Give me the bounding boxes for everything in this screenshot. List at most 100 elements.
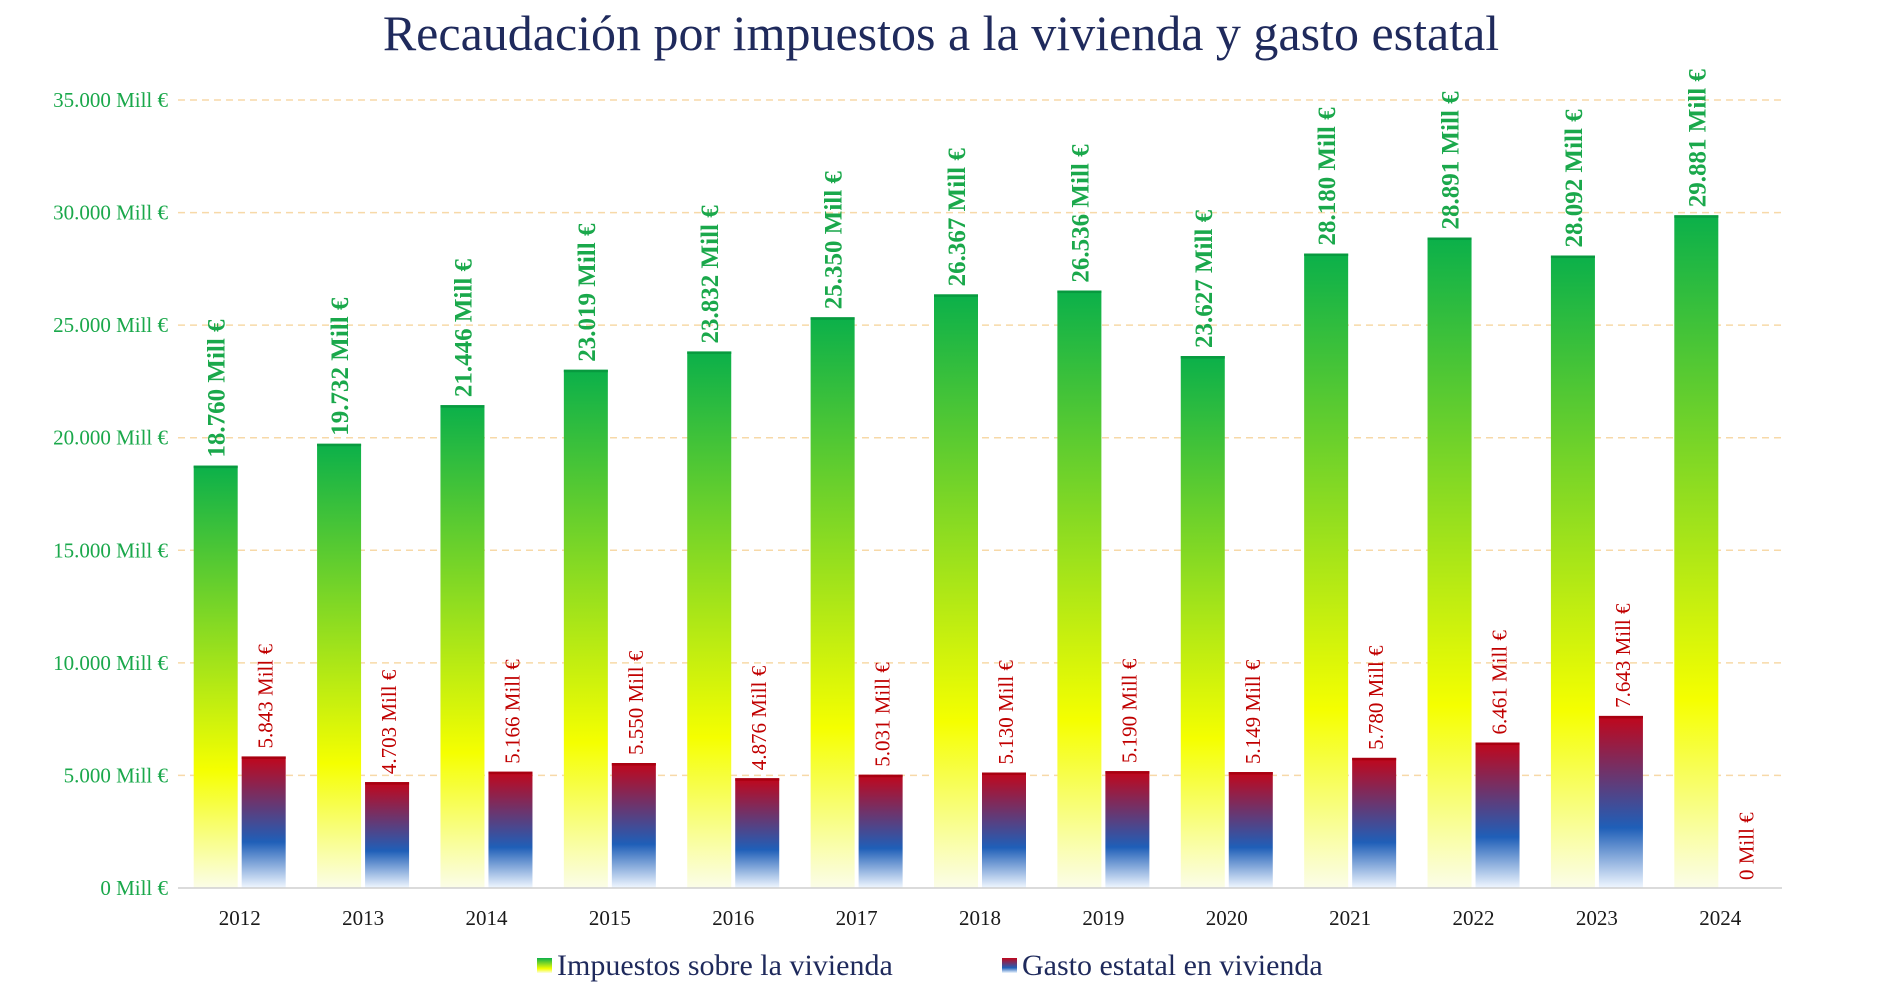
data-label-impuestos: 18.760 Mill € <box>204 319 231 458</box>
x-axis: 2012 2013 2014 2015 2016 2017 2018 2019 2020 2021… <box>219 906 1742 930</box>
y-axis: 0 Mill € 5.000 Mill € 10.000 Mill € 15.000 … <box>53 88 168 900</box>
x-tick-label: 2024 <box>1699 906 1742 930</box>
bar-top-edge <box>1427 237 1472 241</box>
bar-impuestos <box>1180 356 1225 889</box>
bar-impuestos <box>1304 253 1349 888</box>
data-label-gasto: 7.643 Mill € <box>1611 603 1635 708</box>
data-label-impuestos: 23.627 Mill € <box>1191 209 1218 348</box>
bar-impuestos <box>687 351 732 888</box>
data-label-impuestos: 28.891 Mill € <box>1438 91 1465 230</box>
data-label-impuestos: 28.180 Mill € <box>1314 107 1341 246</box>
y-tick-label: 25.000 Mill € <box>53 313 168 337</box>
x-tick-label: 2017 <box>836 906 878 930</box>
bar-gasto <box>365 782 410 888</box>
legend-label: Gasto estatal en vivienda <box>1022 949 1323 982</box>
data-label-impuestos: 26.536 Mill € <box>1067 144 1094 283</box>
bar-gasto <box>1228 772 1273 888</box>
bar-top-edge <box>563 369 608 373</box>
bar-top-edge <box>810 317 855 320</box>
bar-impuestos <box>810 317 855 889</box>
data-label-impuestos: 21.446 Mill € <box>450 258 477 397</box>
bar-top-edge <box>365 782 410 785</box>
bar-impuestos <box>440 405 485 888</box>
legend-label: Impuestos sobre la vivienda <box>557 949 893 982</box>
y-tick-label: 15.000 Mill € <box>53 538 168 562</box>
legend-swatch <box>537 958 552 973</box>
bar-top-edge <box>982 772 1026 776</box>
bar-top-edge <box>934 294 978 297</box>
y-tick-label: 5.000 Mill € <box>64 763 169 787</box>
data-label-impuestos: 29.881 Mill € <box>1684 69 1711 208</box>
bar-impuestos <box>193 465 238 888</box>
data-label-gasto: 5.031 Mill € <box>871 662 895 767</box>
bar-impuestos <box>317 443 362 888</box>
x-tick-label: 2012 <box>219 906 261 930</box>
x-tick-label: 2023 <box>1576 906 1618 930</box>
y-tick-label: 35.000 Mill € <box>53 88 168 112</box>
bar-top-edge <box>611 763 656 766</box>
bar-top-edge <box>1105 771 1150 774</box>
bar-top-edge <box>440 405 485 408</box>
bar-top-edge <box>858 774 903 778</box>
data-label-impuestos: 19.732 Mill € <box>327 297 354 436</box>
x-tick-label: 2021 <box>1329 906 1371 930</box>
data-label-gasto: 4.876 Mill € <box>747 665 771 770</box>
y-tick-label: 0 Mill € <box>100 876 168 900</box>
data-label-impuestos: 25.350 Mill € <box>821 171 848 310</box>
bar-gasto <box>241 756 286 888</box>
data-label-gasto: 5.780 Mill € <box>1364 645 1388 750</box>
bar-gasto <box>1352 757 1397 888</box>
data-label-gasto: 5.550 Mill € <box>624 650 648 755</box>
bars <box>193 215 1719 889</box>
x-tick-label: 2019 <box>1082 906 1124 930</box>
y-tick-label: 30.000 Mill € <box>53 201 168 225</box>
bar-top-edge <box>1180 356 1225 359</box>
data-label-gasto: 5.166 Mill € <box>500 659 524 764</box>
bar-top-edge <box>1475 742 1520 746</box>
data-label-gasto: 0 Mill € <box>1734 812 1758 880</box>
data-label-impuestos: 26.367 Mill € <box>944 148 971 287</box>
chart-title: Recaudación por impuestos a la vivienda … <box>383 5 1499 61</box>
data-label-impuestos: 23.832 Mill € <box>697 205 724 344</box>
bar-top-edge <box>193 465 238 469</box>
bar-gasto <box>488 771 533 888</box>
x-tick-label: 2014 <box>465 906 508 930</box>
bar-impuestos <box>1057 290 1102 888</box>
bar-top-edge <box>1304 253 1349 257</box>
y-tick-label: 20.000 Mill € <box>53 426 168 450</box>
bar-gasto <box>858 774 903 888</box>
x-tick-label: 2015 <box>589 906 631 930</box>
bar-impuestos <box>1674 215 1719 889</box>
x-tick-label: 2022 <box>1453 906 1495 930</box>
bar-impuestos <box>1427 237 1472 888</box>
data-label-gasto: 6.461 Mill € <box>1488 630 1512 735</box>
data-label-gasto: 5.149 Mill € <box>1241 659 1265 764</box>
bar-gasto <box>735 778 780 888</box>
bar-top-edge <box>735 778 780 781</box>
data-label-impuestos: 28.092 Mill € <box>1561 109 1588 248</box>
x-tick-label: 2016 <box>712 906 754 930</box>
bar-top-edge <box>1352 757 1397 761</box>
x-tick-label: 2013 <box>342 906 384 930</box>
bar-top-edge <box>317 443 362 447</box>
data-label-gasto: 5.190 Mill € <box>1117 658 1141 763</box>
bar-top-edge <box>1228 772 1273 775</box>
legend-swatch <box>1002 958 1017 973</box>
bar-top-edge <box>1598 715 1643 719</box>
bar-gasto <box>611 763 656 888</box>
bar-gasto <box>1105 771 1150 888</box>
data-label-gasto: 4.703 Mill € <box>377 669 401 774</box>
bar-top-edge <box>687 351 732 354</box>
data-label-gasto: 5.843 Mill € <box>254 644 278 749</box>
data-label-gasto: 5.130 Mill € <box>994 660 1018 765</box>
x-tick-label: 2020 <box>1206 906 1248 930</box>
data-labels: 18.760 Mill € 5.843 Mill € 19.732 Mill € 4.… <box>204 69 1759 880</box>
bar-top-edge <box>1057 290 1102 294</box>
bar-top-edge <box>1550 255 1595 259</box>
bar-gasto <box>1475 742 1520 888</box>
bar-top-edge <box>488 771 533 775</box>
grid-lines <box>178 99 1782 777</box>
y-tick-label: 10.000 Mill € <box>53 651 168 675</box>
